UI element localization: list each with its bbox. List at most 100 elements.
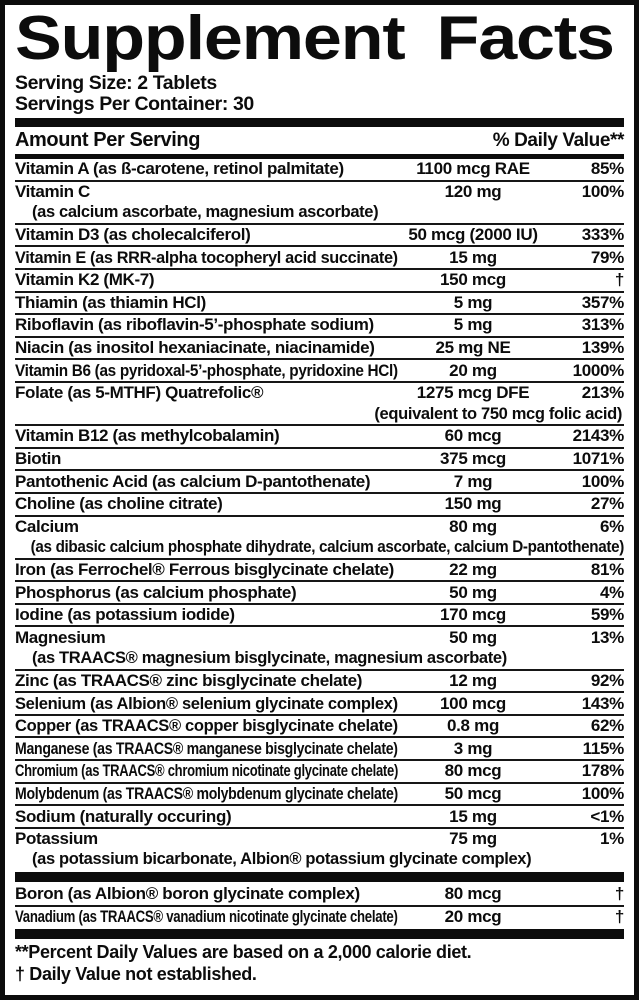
nutrient-daily-value: 85% [590, 159, 624, 179]
table-row: Iodine (as potassium iodide) 170 mcg 59% [15, 602, 624, 626]
table-row: Vitamin A (as ß-carotene, retinol palmit… [15, 159, 624, 180]
nutrient-source: (as potassium bicarbonate, Albion® potas… [32, 850, 532, 869]
nutrient-name: Pantothenic Acid (as calcium D-pantothen… [15, 471, 371, 491]
nutrient-daily-value: 143% [581, 693, 625, 713]
table-header: Amount Per Serving % Daily Value** [15, 127, 624, 159]
nutrient-name: Manganese (as TRAACS® manganese bisglyci… [15, 738, 398, 758]
nutrient-name: Zinc (as TRAACS® zinc bisglycinate chela… [15, 670, 363, 690]
nutrient-amount: 22 mg [449, 559, 497, 579]
table-row: Sodium (naturally occuring) 15 mg <1% [15, 804, 624, 827]
nutrient-daily-value: 213% [581, 383, 625, 403]
table-row: Vitamin B6 (as pyridoxal-5’-phosphate, p… [15, 358, 624, 381]
nutrient-amount: 170 mcg [440, 605, 506, 625]
table-row: Selenium (as Albion® selenium glycinate … [15, 691, 624, 714]
table-row: Folate (as 5-MTHF) Quatrefolic® 1275 mcg… [15, 380, 625, 424]
nutrient-name: Sodium (naturally occuring) [15, 806, 232, 826]
table-row: Zinc (as TRAACS® zinc bisglycinate chela… [15, 668, 624, 692]
nutrient-name: Vitamin B6 (as pyridoxal-5’-phosphate, p… [15, 360, 398, 380]
nutrient-amount: 1275 mcg DFE [416, 383, 530, 403]
nutrient-name: Vitamin C [15, 181, 90, 201]
nutrient-amount: 0.8 mg [446, 716, 500, 736]
divider-thick-bottom [15, 929, 624, 940]
nutrient-amount: 100 mcg [440, 693, 506, 713]
nutrient-amount: 50 mcg [444, 783, 502, 803]
nutrient-daily-value: 115% [582, 738, 625, 758]
nutrient-source: (as dibasic calcium phosphate dihydrate,… [30, 538, 625, 557]
nutrient-daily-value: 1% [600, 829, 624, 849]
table-row: Chromium (as TRAACS® chromium nicotinate… [15, 759, 624, 782]
nutrient-name: Molybdenum (as TRAACS® molybdenum glycin… [15, 783, 398, 803]
nutrient-daily-value: † [614, 884, 624, 904]
nutrient-amount: 15 mg [449, 806, 497, 826]
nutrient-daily-value: 81% [590, 559, 624, 579]
nutrient-daily-value: † [614, 270, 624, 290]
nutrient-amount: 50 mg [449, 582, 497, 602]
nutrient-daily-value: <1% [590, 806, 624, 826]
table-row: Boron (as Albion® boron glycinate comple… [15, 884, 624, 905]
nutrient-amount: 80 mcg [444, 761, 502, 781]
table-row: Choline (as choline citrate) 150 mg 27% [15, 491, 624, 515]
table-row: Thiamin (as thiamin HCl) 5 mg 357% [15, 290, 625, 314]
nutrient-table-no-dv: Boron (as Albion® boron glycinate comple… [15, 884, 624, 927]
nutrient-source: (as calcium ascorbate, magnesium ascorba… [32, 203, 379, 222]
nutrient-name: Copper (as TRAACS® copper bisglycinate c… [15, 716, 398, 736]
table-row: Manganese (as TRAACS® manganese bisglyci… [15, 736, 624, 759]
divider-thick-top [15, 118, 624, 127]
nutrient-daily-value: 59% [590, 605, 624, 625]
nutrient-amount: 7 mg [453, 471, 493, 491]
nutrient-daily-value: 313% [581, 315, 625, 335]
nutrient-name: Chromium (as TRAACS® chromium nicotinate… [15, 761, 399, 781]
nutrient-daily-value: 4% [600, 582, 624, 602]
nutrient-name: Thiamin (as thiamin HCl) [15, 292, 206, 312]
nutrient-name: Calcium [15, 516, 79, 536]
nutrient-name: Choline (as choline citrate) [15, 494, 223, 514]
table-row: Potassium 75 mg 1% (as potassium bicarbo… [15, 826, 624, 870]
footnotes: **Percent Daily Values are based on a 2,… [15, 939, 624, 985]
nutrient-daily-value: 6% [600, 516, 624, 536]
nutrient-amount: 15 mg [449, 247, 497, 267]
table-row: Vitamin K2 (MK-7) 150 mcg † [15, 267, 624, 291]
nutrient-amount: 1100 mcg RAE [416, 159, 530, 179]
nutrient-amount: 50 mg [449, 627, 497, 647]
nutrient-name: Vitamin B12 (as methylcobalamin) [15, 426, 280, 446]
nutrient-amount: 150 mcg [440, 270, 506, 290]
nutrient-amount: 50 mcg (2000 IU) [408, 225, 538, 245]
nutrient-amount: 12 mg [449, 670, 497, 690]
nutrient-daily-value: 13% [590, 627, 624, 647]
nutrient-amount: 120 mg [444, 181, 502, 201]
nutrient-name: Niacin (as inositol hexaniacinate, niaci… [15, 338, 375, 358]
nutrient-amount: 20 mcg [444, 906, 502, 926]
nutrient-daily-value: 139% [581, 338, 625, 358]
nutrient-amount: 75 mg [449, 829, 497, 849]
footnote-dagger: † Daily Value not established. [15, 963, 257, 984]
nutrient-name: Vitamin K2 (MK-7) [15, 270, 155, 290]
amount-per-serving-header: Amount Per Serving [15, 129, 201, 151]
nutrient-daily-value: 100% [581, 181, 625, 201]
nutrient-name: Vitamin D3 (as cholecalciferol) [15, 225, 251, 245]
page-title: Supplement Facts [15, 4, 615, 73]
nutrient-daily-value: 357% [581, 292, 625, 312]
nutrient-amount: 20 mg [449, 360, 497, 380]
footnote-percent-dv: **Percent Daily Values are based on a 2,… [15, 942, 472, 963]
nutrient-name: Iodine (as potassium iodide) [15, 605, 235, 625]
nutrient-daily-value: 100% [581, 471, 625, 491]
table-row: Magnesium 50 mg 13% (as TRAACS® magnesiu… [15, 625, 624, 668]
table-row: Vanadium (as TRAACS® vanadium nicotinate… [15, 904, 624, 928]
nutrient-daily-value: 27% [590, 494, 624, 514]
nutrient-name: Biotin [15, 449, 62, 469]
nutrient-name: Magnesium [15, 627, 106, 647]
nutrient-daily-value: 79% [590, 247, 624, 267]
nutrient-amount: 25 mg NE [435, 338, 511, 358]
table-row: Iron (as Ferrochel® Ferrous bisglycinate… [15, 557, 624, 581]
nutrient-amount: 375 mcg [440, 449, 506, 469]
table-row: Vitamin E (as RRR-alpha tocopheryl acid … [15, 245, 624, 268]
nutrient-daily-value: 1000% [572, 360, 625, 380]
nutrient-name: Selenium (as Albion® selenium glycinate … [15, 693, 398, 713]
nutrient-name: Potassium [15, 829, 98, 849]
nutrient-daily-value: † [614, 906, 624, 926]
nutrient-daily-value: 2143% [572, 426, 625, 446]
servings-per-container: Servings Per Container: 30 [15, 93, 254, 115]
daily-value-header: % Daily Value** [492, 129, 625, 151]
table-row: Phosphorus (as calcium phosphate) 50 mg … [15, 580, 624, 603]
nutrient-amount: 5 mg [453, 315, 493, 335]
